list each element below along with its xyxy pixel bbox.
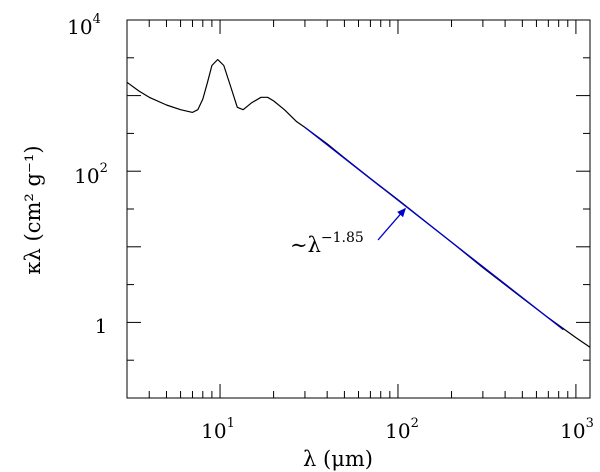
plot-frame	[126, 19, 591, 399]
power-law-fit-line	[304, 126, 564, 331]
y-tick-label-10000: 104	[67, 12, 101, 39]
series-layer	[126, 58, 591, 348]
axis-ticks	[126, 19, 590, 399]
x-axis-label: λ (μm)	[303, 447, 373, 471]
y-tick-label-1: 1	[95, 314, 108, 338]
slope-annotation: ∼λ−1.85	[290, 230, 364, 257]
opacity-curve	[126, 58, 591, 348]
y-axis-label: κλ (cm² g⁻¹)	[21, 145, 45, 274]
y-tick-label-100: 102	[74, 161, 108, 188]
x-tick-label-10: 101	[201, 416, 235, 443]
annotation-arrow	[377, 207, 406, 241]
y-tick-labels: 104 102 1	[67, 12, 108, 338]
x-tick-label-1000: 103	[560, 416, 594, 443]
x-tick-labels: 101 102 103	[201, 416, 594, 443]
x-tick-label-100: 102	[385, 416, 419, 443]
